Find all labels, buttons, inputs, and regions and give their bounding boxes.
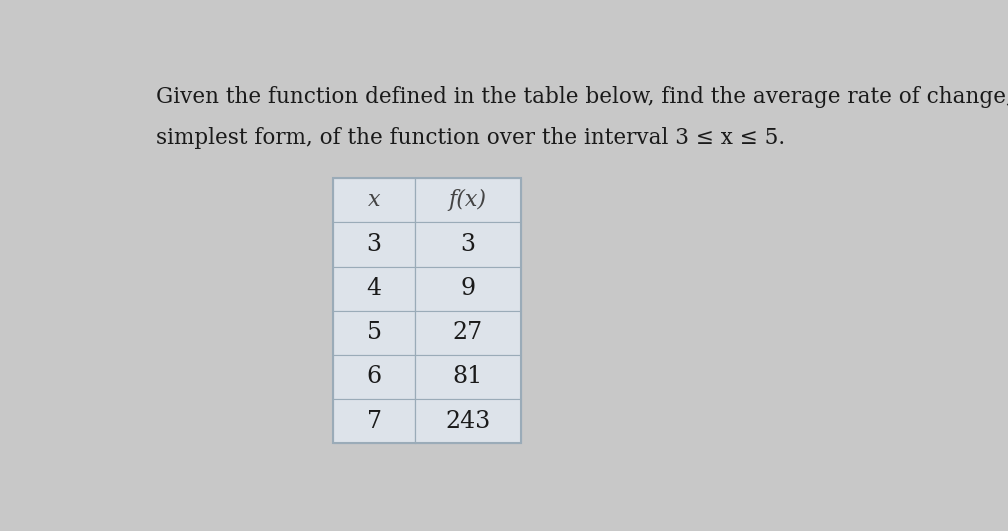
Text: 3: 3 (367, 233, 382, 256)
Text: 243: 243 (446, 409, 491, 433)
Text: Given the function defined in the table below, find the average rate of change, : Given the function defined in the table … (155, 86, 1008, 108)
Text: x: x (368, 189, 380, 211)
Text: 27: 27 (453, 321, 483, 344)
Text: 81: 81 (453, 365, 483, 388)
Text: 4: 4 (367, 277, 382, 300)
Text: 7: 7 (367, 409, 382, 433)
Text: 6: 6 (367, 365, 382, 388)
Text: simplest form, of the function over the interval 3 ≤ x ≤ 5.: simplest form, of the function over the … (155, 127, 785, 149)
Text: 3: 3 (461, 233, 476, 256)
Text: 5: 5 (367, 321, 382, 344)
Text: f(x): f(x) (449, 189, 487, 211)
Text: 9: 9 (461, 277, 476, 300)
